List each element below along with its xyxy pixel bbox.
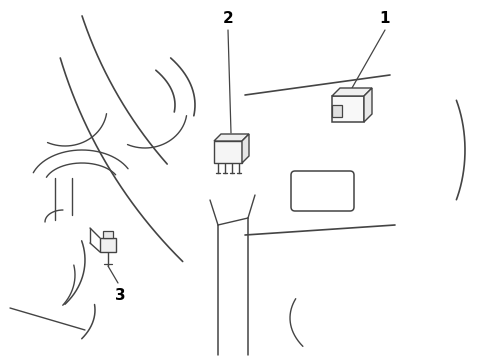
Bar [332,96,364,122]
Bar [100,238,116,252]
Bar [214,141,242,163]
Polygon shape [214,134,249,141]
Text: 2: 2 [222,10,233,26]
Bar [103,231,113,238]
Polygon shape [332,88,372,96]
Polygon shape [364,88,372,122]
Polygon shape [242,134,249,163]
Text: 3: 3 [115,288,125,302]
Bar [332,105,342,117]
Text: 1: 1 [380,10,390,26]
